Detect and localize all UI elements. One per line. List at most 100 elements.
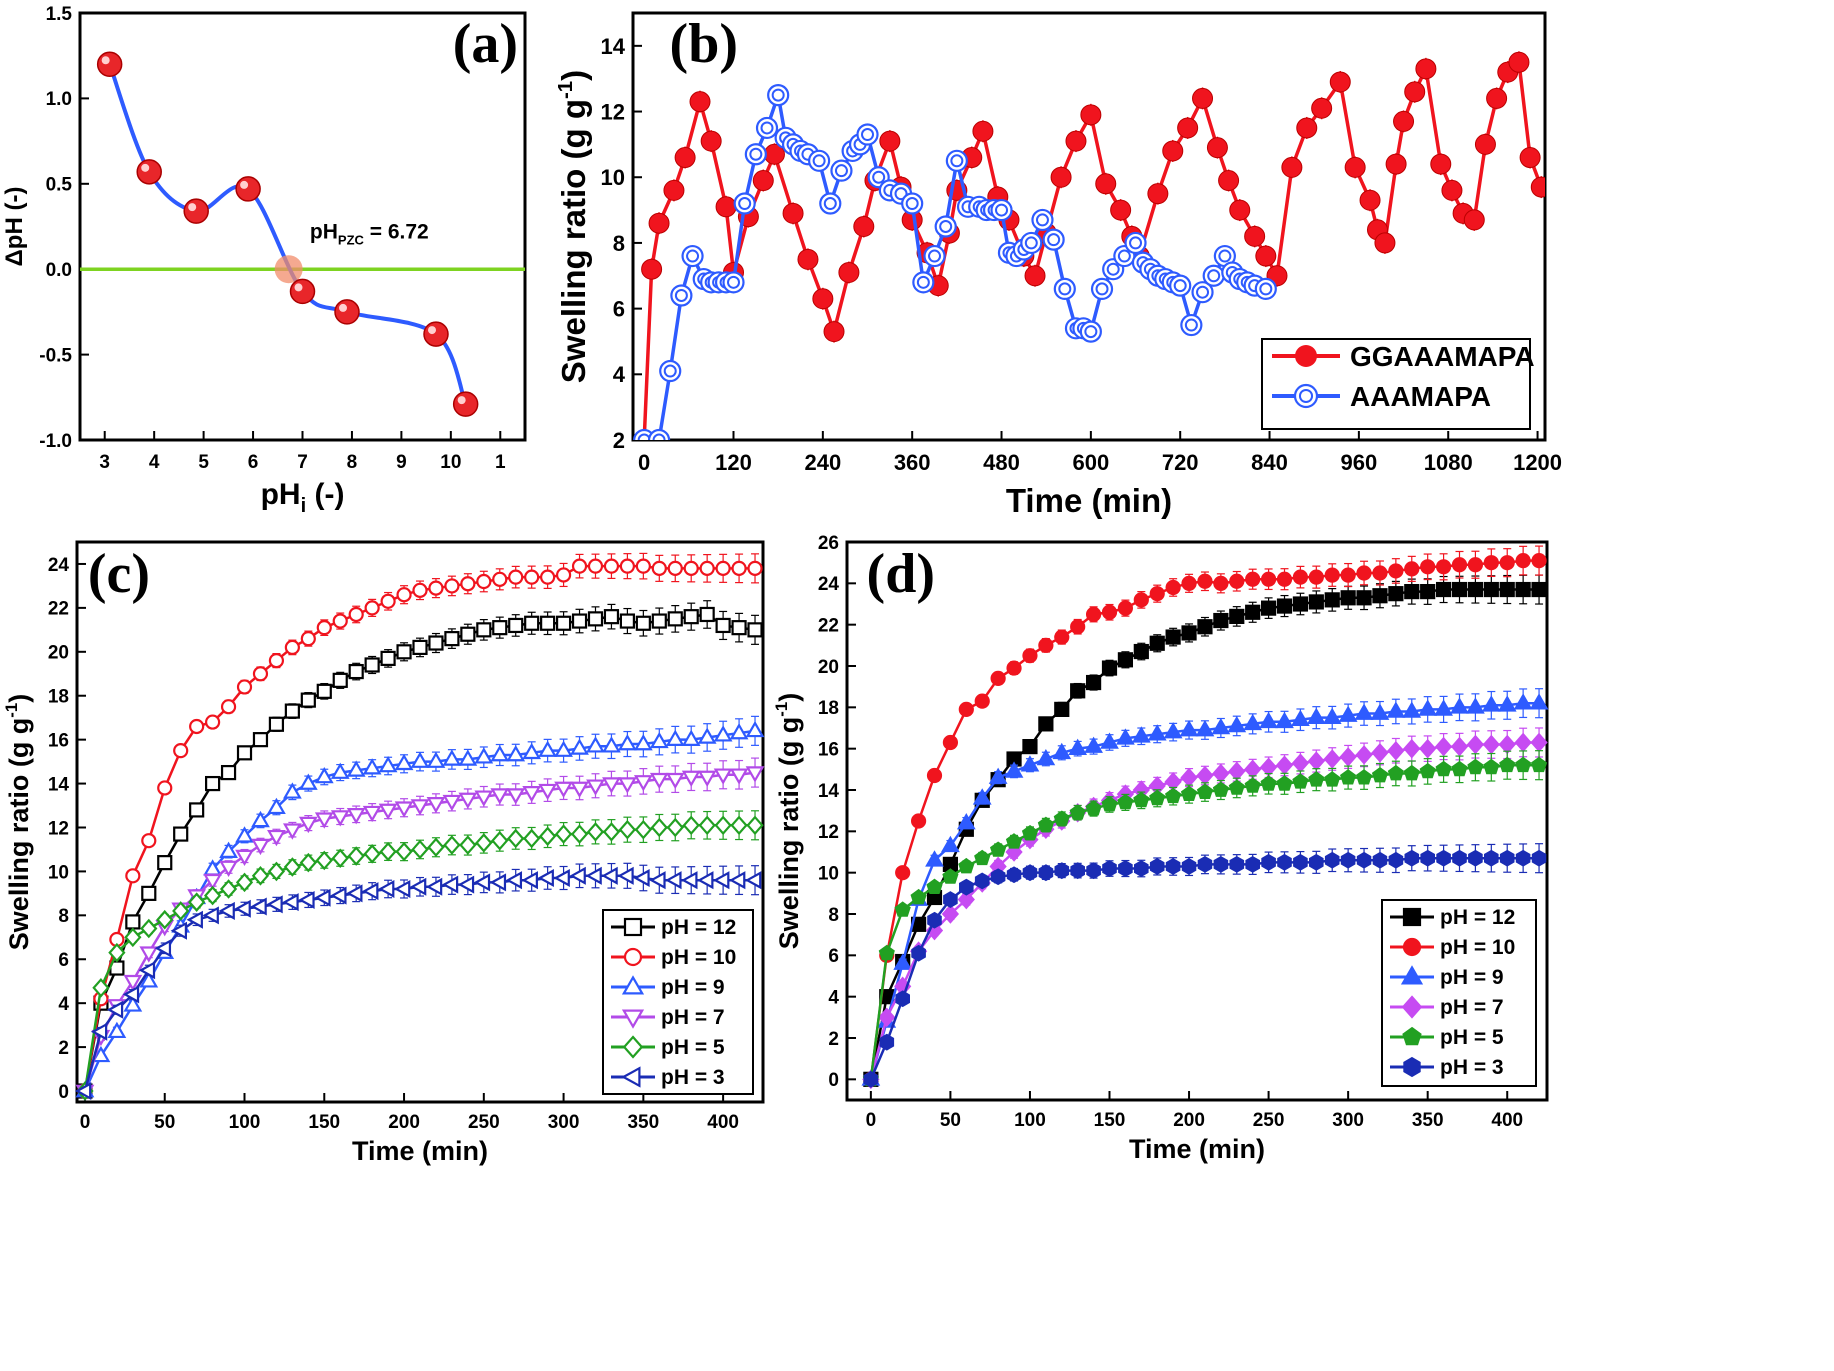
data-point [1324,851,1340,869]
legend-label: pH = 12 [1440,906,1515,929]
data-point [819,192,842,215]
data-point [267,861,286,882]
data-point [1291,753,1310,773]
x-tick-label: 720 [1162,450,1199,475]
data-point [972,120,994,142]
x-tick-label: 0 [638,450,650,475]
data-point [334,299,360,325]
marker-inner-ring [995,203,1009,217]
data-point [1499,849,1515,867]
data-point [140,918,158,939]
data-point [1229,573,1245,589]
data-point [252,732,269,748]
data-point [492,571,508,587]
data-point [1206,137,1228,159]
data-point [942,734,959,751]
data-point [282,782,302,799]
data-point [1149,858,1165,875]
data-point [428,635,444,651]
legend-label: pH = 7 [661,1006,725,1029]
data-point [1466,734,1485,755]
data-point [300,631,316,647]
data-point [747,622,763,638]
data-point [601,866,618,885]
data-point [396,644,412,660]
data-point [1434,699,1453,716]
data-point [107,1021,127,1039]
data-point [879,1033,895,1051]
data-point [1086,862,1101,880]
data-point [1213,856,1229,873]
x-tick-label: 350 [1412,1110,1444,1131]
x-tick-label: 5 [198,452,209,473]
y-axis-label-sup: -1 [2,703,21,718]
data-point [330,762,350,779]
marker-inner-ring [1173,279,1187,293]
data-point [1530,756,1548,773]
data-point [1259,711,1278,729]
data-point [442,794,462,812]
y-tick-label: 4 [613,362,626,387]
data-point [443,835,461,855]
series-pH = 3 [74,862,762,1101]
y-tick-label: 20 [818,657,839,678]
data-point [1519,147,1541,169]
data-point [1371,767,1389,783]
data-point [154,939,172,958]
y-tick-label: 12 [818,822,839,843]
data-point [1255,245,1277,267]
y-tick-label: 8 [58,906,69,927]
data-point [235,872,254,893]
legend-marker [621,1066,641,1088]
data-point [458,792,478,809]
y-tick-label: 2 [58,1038,69,1059]
y-tick-label: 1.0 [46,89,72,110]
marker-outer-ring [1042,228,1065,251]
legend-marker [621,975,645,995]
data-point [1147,724,1167,741]
data-point [362,805,382,823]
marker-inner-ring [950,154,964,168]
y-axis-label-suffix: ) [4,694,34,703]
data-point [689,91,711,113]
x-tick-label: 1200 [1513,450,1562,475]
data-point [1197,573,1213,589]
data-point [268,716,285,732]
data-point [219,879,238,899]
data-point [648,212,670,234]
x-axis-label-b: Time (min) [1006,482,1172,519]
data-point [266,895,283,914]
data-point [697,770,717,787]
data-point [647,428,671,440]
x-ticks-d: 0 50 100 150 200 250 300 350 400 [866,1091,1523,1131]
data-point [1244,759,1262,780]
data-point [651,560,667,576]
data-point [251,810,270,828]
data-point [1133,860,1149,877]
data-point [1356,851,1372,869]
data-point [1323,749,1341,769]
panel-a: 3 4 5 6 7 8 9 10 1-1.0-0.50.00.51.01.5 (a)pHPZC =… [1,4,527,517]
data-point [1054,629,1070,645]
marker-inner-ring [939,220,953,233]
x-tick-label: 8 [347,452,358,473]
data-point [1038,637,1054,653]
x-tick-label: 120 [715,450,752,475]
data-point [1388,851,1404,869]
data-point [506,788,526,805]
data-point [1483,758,1500,775]
pzc-sub: PZC [338,232,365,247]
data-point [618,777,637,794]
data-point [1372,565,1388,581]
data-point [92,978,110,998]
data-point [268,652,285,669]
data-point [1165,858,1181,875]
data-point [1085,606,1102,622]
data-point [1202,264,1225,287]
data-point [1085,674,1102,691]
data-point [634,819,652,840]
y-tick-label: 2 [828,1029,839,1050]
data-point [1133,643,1149,660]
data-point [1260,600,1277,616]
data-point [1054,701,1070,718]
